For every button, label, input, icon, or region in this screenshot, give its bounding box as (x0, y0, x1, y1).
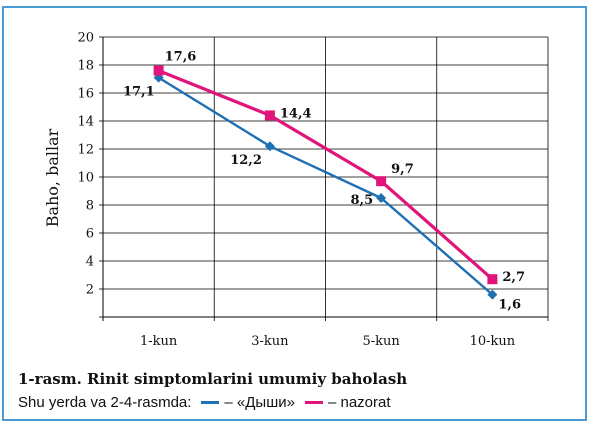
y-tick-labels: 20 18 16 14 12 10 8 6 4 2 (77, 31, 94, 298)
x-tick-label-3-kun: 3-kun (251, 334, 289, 349)
axes (99, 36, 548, 321)
legend-item-nazorat: – nazorat (304, 393, 391, 411)
x-tick-labels: 1-kun 3-kun 5-kun 10-kun (140, 334, 516, 349)
series-lines (157, 69, 494, 296)
legend-label-dyshi: – «Дыши» (224, 393, 295, 411)
grid-lines (103, 36, 549, 321)
y-tick-label-12: 12 (77, 143, 94, 158)
y-tick-label-10: 10 (77, 171, 94, 186)
marker-0-1 (264, 141, 275, 152)
legend-label-nazorat: – nazorat (327, 393, 391, 411)
data-label-0-2: 8,5 (351, 193, 374, 208)
series-line-0 (157, 76, 494, 296)
series-line-1 (158, 69, 494, 281)
marker-0-2 (376, 193, 387, 203)
y-tick-label-4: 4 (86, 255, 94, 270)
marker-1-0 (153, 65, 164, 76)
x-tick-label-5-kun: 5-kun (362, 334, 400, 349)
data-label-0-1: 12,2 (230, 153, 262, 168)
data-label-1-3: 2,7 (502, 270, 525, 285)
data-label-1-1: 14,4 (280, 106, 312, 121)
data-label-0-3: 1,6 (498, 298, 521, 313)
y-tick-label-20: 20 (77, 31, 94, 46)
data-label-1-0: 17,6 (165, 50, 197, 65)
legend-swatch-nazorat (304, 400, 323, 404)
marker-0-3 (487, 289, 498, 300)
x-tick-label-1-kun: 1-kun (140, 334, 178, 349)
series-markers (153, 65, 498, 300)
legend-prefix: Shu yerda va 2-4-rasmda: (18, 393, 192, 411)
y-tick-label-8: 8 (86, 199, 94, 214)
marker-1-2 (376, 176, 387, 187)
x-tick-label-10-kun: 10-kun (470, 334, 516, 349)
marker-1-3 (487, 274, 498, 285)
chart-title: 1-rasm. Rinit simptomlarini umumiy bahol… (18, 370, 408, 388)
chart-frame (2, 6, 587, 421)
data-label-1-2: 9,7 (391, 162, 414, 177)
y-tick-label-18: 18 (77, 59, 94, 74)
y-tick-label-16: 16 (77, 87, 94, 102)
marker-1-1 (264, 110, 275, 121)
y-tick-label-2: 2 (86, 283, 94, 298)
data-label-0-0: 17,1 (123, 85, 155, 100)
legend-item-dyshi: – «Дыши» (201, 394, 295, 411)
legend: Shu yerda va 2-4-rasmda: – «Дыши» – nazo… (18, 392, 391, 412)
y-axis-label: Baho, ballar (43, 128, 62, 227)
legend-swatch-dyshi (201, 400, 220, 404)
data-labels: 17,1 12,2 8,5 1,6 17,6 14,4 9,7 2,7 (123, 50, 525, 313)
y-tick-label-14: 14 (77, 115, 94, 130)
y-tick-label-6: 6 (86, 227, 94, 242)
